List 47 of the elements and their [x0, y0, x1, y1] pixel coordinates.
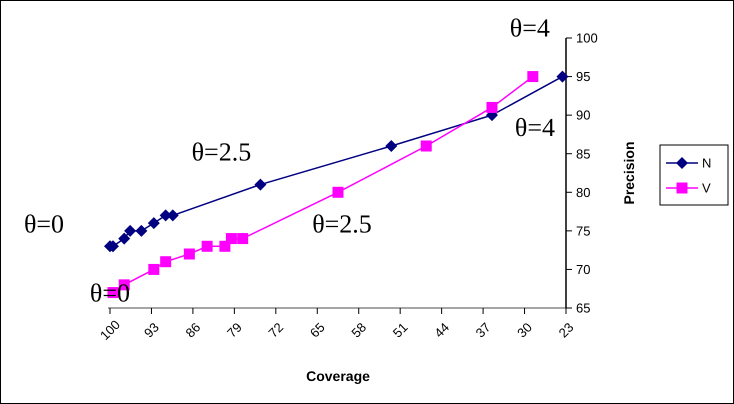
y-axis-title: Precision	[621, 141, 637, 205]
point	[237, 233, 248, 244]
annotation: θ=4	[514, 113, 556, 142]
y-tick-label: 65	[576, 300, 590, 316]
x-tick-label: 72	[265, 320, 286, 340]
y-tick-label: 100	[576, 30, 598, 46]
x-tick-label: 65	[306, 320, 328, 340]
point	[118, 232, 130, 245]
annotation: θ=0	[24, 209, 64, 238]
point	[135, 224, 148, 237]
point	[160, 256, 172, 268]
x-tick-label: 30	[514, 320, 535, 340]
x-tick-label: 58	[348, 320, 370, 340]
point	[148, 264, 160, 275]
x-tick-label: 44	[431, 320, 452, 340]
annotation: θ=2.5	[192, 138, 252, 167]
point	[420, 140, 432, 152]
x-tick-label: 93	[141, 320, 162, 340]
point	[124, 224, 136, 237]
point	[527, 71, 538, 82]
point	[202, 240, 213, 252]
y-tick-label: 90	[576, 108, 590, 123]
x-tick-label: 79	[224, 320, 245, 340]
x-tick-label: 37	[472, 320, 494, 340]
y-tick-label: 95	[576, 69, 590, 84]
x-axis-title: Coverage	[306, 368, 370, 384]
point	[385, 140, 398, 152]
y-tick-label: 80	[576, 184, 590, 200]
point	[486, 102, 498, 113]
point	[226, 233, 237, 244]
y-tick-label: 75	[576, 223, 590, 238]
point	[148, 217, 160, 230]
point	[254, 178, 266, 191]
annotation: θ=4	[510, 14, 550, 43]
point	[184, 248, 195, 260]
x-tick-label: 86	[182, 320, 204, 340]
y-tick-label: 85	[576, 146, 590, 162]
legend-label: N	[702, 156, 712, 171]
annotation: θ=0	[90, 278, 130, 308]
y-tick-label: 70	[576, 262, 590, 277]
annotation: θ=2.5	[312, 209, 372, 238]
x-tick-label: 23	[556, 320, 576, 340]
x-tick-label: 51	[390, 320, 411, 340]
point	[556, 70, 568, 83]
legend-label: V	[702, 180, 711, 196]
x-tick-label: 100	[97, 317, 124, 344]
point	[332, 186, 344, 198]
